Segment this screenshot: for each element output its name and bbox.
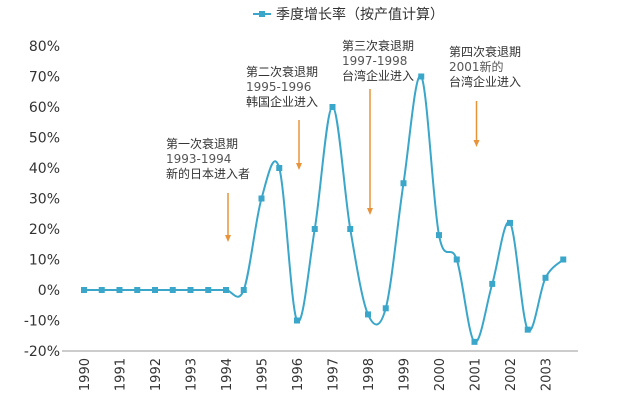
annotation-arrowhead: [225, 235, 231, 242]
y-tick-label: 10%: [29, 253, 60, 269]
data-point: [560, 256, 567, 263]
data-point: [311, 226, 318, 232]
x-tick-label: 1994: [220, 358, 235, 391]
data-point: [258, 195, 265, 202]
x-tick-label: 2000: [433, 358, 448, 391]
data-point: [187, 287, 194, 293]
data-point: [489, 280, 496, 287]
x-tick-label: 1995: [256, 358, 271, 391]
x-tick-label: 1999: [398, 358, 413, 391]
data-point: [471, 338, 478, 345]
data-point: [294, 317, 300, 324]
y-tick-label: 80%: [29, 39, 60, 55]
data-points: [81, 73, 567, 345]
data-point: [223, 287, 229, 293]
y-tick-label: 0%: [38, 283, 60, 299]
annotation-text: 第一次衰退期: [166, 136, 238, 151]
y-tick-label: -20%: [24, 344, 60, 360]
x-tick-label: 1991: [114, 358, 129, 391]
x-tick-label: 1997: [327, 358, 342, 391]
y-tick-label: -10%: [24, 314, 60, 330]
legend-label: 季度增长率（按产值计算）: [276, 6, 444, 23]
y-tick-label: 60%: [29, 100, 60, 116]
annotation-text: 韩国企业进入: [246, 94, 318, 109]
x-tick-label: 1992: [149, 358, 164, 391]
y-tick-label: 70%: [29, 70, 60, 86]
annotation-text: 新的日本进入者: [166, 166, 250, 181]
data-point: [542, 274, 549, 281]
annotation-text: 台湾企业进入: [449, 74, 521, 89]
annotation-text: 第二次衰退期: [246, 64, 318, 79]
data-point: [81, 287, 87, 293]
y-tick-label: 50%: [29, 131, 60, 147]
data-point: [134, 287, 141, 293]
y-tick-labels: 80% 70% 60% 50% 40% 30% 20% 10% 0% -10% -20%: [24, 39, 60, 360]
annotation-text: 1995-1996: [246, 80, 311, 94]
data-point: [98, 287, 105, 293]
data-point: [169, 287, 176, 293]
data-point: [240, 287, 247, 293]
legend-marker: [259, 11, 265, 17]
data-point: [116, 287, 123, 293]
annotation-arrowhead: [473, 140, 480, 147]
annotation-text: 1993-1994: [166, 152, 231, 166]
annotation-text: 第三次衰退期: [342, 38, 414, 53]
x-tick-label: 2003: [540, 358, 555, 391]
series-line: [84, 75, 564, 343]
x-tick-label: 1996: [291, 358, 306, 391]
annotation-arrowhead: [367, 208, 373, 215]
data-point: [418, 73, 425, 80]
data-point: [365, 311, 371, 318]
data-point: [453, 256, 460, 263]
data-point: [329, 104, 336, 110]
y-tick-label: 20%: [29, 222, 60, 238]
data-point: [524, 326, 531, 333]
y-tick-label: 30%: [29, 192, 60, 208]
annotation-text: 台湾企业进入: [342, 68, 414, 83]
x-tick-label: 1993: [185, 358, 200, 391]
data-point: [400, 180, 407, 187]
data-point: [276, 165, 283, 171]
data-point: [152, 287, 158, 293]
data-point: [347, 226, 354, 232]
legend: 季度增长率（按产值计算）: [253, 6, 444, 23]
data-point: [507, 219, 513, 226]
annotation-text: 第四次衰退期: [449, 44, 521, 59]
x-tick-labels: 1990 1991 1992 1993 1994 1995 1996 1997 1998 1999…: [78, 358, 555, 391]
annotation-text: 1997-1998: [342, 54, 407, 68]
y-tick-label: 40%: [29, 161, 60, 177]
x-tick-label: 1998: [362, 358, 377, 391]
x-tick-label: 2001: [469, 358, 484, 391]
data-point: [205, 287, 212, 293]
data-point: [436, 232, 442, 239]
data-point: [382, 305, 389, 312]
x-tick-label: 1990: [78, 358, 93, 391]
annotation-text: 2001新的: [449, 59, 504, 74]
annotation-arrowhead: [296, 163, 302, 170]
x-tick-label: 2002: [504, 358, 519, 391]
